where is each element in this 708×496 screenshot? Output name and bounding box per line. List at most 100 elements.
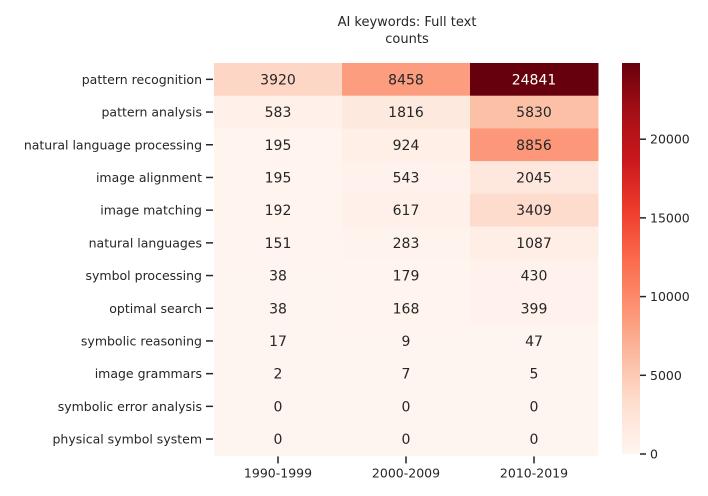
heatmap-cell: [342, 357, 471, 391]
heatmap-cell: [214, 63, 343, 97]
column-labels: 1990-1999 2000-2009 2010-2019: [244, 456, 568, 480]
row-label: image grammars: [95, 366, 202, 381]
heatmap-cell: [342, 422, 471, 456]
heatmap-cell: [214, 422, 343, 456]
heatmap-cell: [214, 357, 343, 391]
cell-value-label: 617: [393, 203, 420, 219]
cell-value-label: 0: [530, 399, 539, 415]
cell-value-label: 1816: [388, 105, 424, 121]
heatmap-cell: [342, 291, 471, 326]
cell-value-label: 5: [530, 367, 539, 383]
heatmap-cell: [342, 63, 471, 97]
cell-value-label: 543: [393, 170, 420, 186]
heatmap-cell: [214, 259, 343, 293]
cell-value-label: 3920: [260, 72, 296, 88]
heatmap-cell: [342, 324, 471, 358]
heatmap-cell: [214, 291, 343, 326]
cell-value-label: 924: [393, 138, 420, 154]
chart-title-line-1: AI keywords: Full text: [338, 15, 477, 30]
cell-value-label: 192: [265, 203, 292, 219]
heatmap-cell: [342, 128, 471, 162]
cell-value-label: 399: [521, 301, 548, 317]
chart-title-line-2: counts: [385, 32, 429, 47]
heatmap-cell: [214, 324, 343, 358]
heatmap-cell: [342, 390, 471, 424]
row-label: natural languages: [89, 235, 202, 250]
heatmap-cell: [470, 357, 599, 391]
cell-value-label: 24841: [512, 72, 557, 88]
cell-value-label: 0: [274, 432, 283, 448]
heatmap-cell: [342, 95, 471, 129]
cell-value-label: 0: [402, 399, 411, 415]
heatmap-cell: [342, 226, 471, 260]
heatmap-cell: [214, 226, 343, 260]
column-label: 2010-2019: [500, 465, 568, 480]
heatmap-cell: [470, 161, 599, 195]
row-label: image alignment: [96, 170, 202, 185]
cell-value-label: 1087: [516, 236, 552, 252]
colorbar-tick-label: 5000: [650, 368, 682, 383]
heatmap-cell: [214, 193, 343, 227]
cell-value-label: 0: [274, 399, 283, 415]
cell-value-label: 179: [393, 269, 420, 285]
row-label: natural language processing: [24, 137, 202, 152]
colorbar-tick-label: 20000: [650, 132, 690, 147]
cell-value-label: 8856: [516, 138, 552, 154]
heatmap-cell: [470, 226, 599, 260]
heatmap-cell: [470, 422, 599, 456]
heatmap-cell: [470, 291, 599, 326]
cell-value-label: 0: [530, 432, 539, 448]
column-label: 2000-2009: [372, 465, 440, 480]
cell-value-label: 195: [265, 170, 292, 186]
heatmap-cell: [342, 193, 471, 227]
heatmap-cell: [342, 161, 471, 195]
cell-value-label: 17: [269, 334, 287, 350]
row-label: pattern recognition: [82, 72, 202, 87]
cell-value-label: 38: [269, 269, 287, 285]
heatmap-cell: [214, 95, 343, 129]
row-labels: pattern recognition pattern analysis natur…: [24, 72, 213, 447]
colorbar-tick-label: 15000: [650, 210, 690, 225]
cell-value-label: 168: [393, 301, 420, 317]
heatmap-cell: [470, 63, 599, 97]
row-label: symbol processing: [86, 268, 202, 283]
row-label: optimal search: [109, 301, 202, 316]
cell-value-label: 8458: [388, 72, 424, 88]
row-label: symbolic reasoning: [81, 333, 202, 348]
cell-value-label: 47: [525, 334, 543, 350]
column-label: 1990-1999: [244, 465, 312, 480]
heatmap-cell: [214, 161, 343, 195]
cell-value-label: 151: [265, 236, 292, 252]
row-label: physical symbol system: [52, 432, 202, 447]
heatmap-cell: [470, 95, 599, 129]
cell-value-label: 283: [393, 236, 420, 252]
cell-value-label: 3409: [516, 203, 552, 219]
row-label: pattern analysis: [101, 105, 202, 120]
cell-value-label: 0: [402, 432, 411, 448]
cell-value-label: 2: [274, 367, 283, 383]
heatmap-cell: [214, 128, 343, 162]
row-label: image matching: [100, 203, 202, 218]
heatmap-cell: [470, 193, 599, 227]
colorbar: 0 5000 10000 15000 20000: [622, 63, 690, 462]
heatmap-cell: [470, 128, 599, 162]
colorbar-tick-label: 0: [650, 447, 658, 462]
colorbar-gradient: [622, 63, 640, 454]
cell-value-label: 2045: [516, 170, 552, 186]
cell-value-label: 38: [269, 301, 287, 317]
heatmap-cell: [470, 259, 599, 293]
row-label: symbolic error analysis: [58, 399, 202, 414]
cell-value-label: 9: [402, 334, 411, 350]
heatmap-cell: [214, 390, 343, 424]
cell-value-label: 430: [521, 269, 548, 285]
heatmap-cell: [342, 259, 471, 293]
heatmap-cell: [470, 324, 599, 358]
cell-value-label: 7: [402, 367, 411, 383]
heatmap-cell: [470, 390, 599, 424]
colorbar-tick-label: 10000: [650, 289, 690, 304]
cell-value-label: 195: [265, 138, 292, 154]
cell-value-label: 5830: [516, 105, 552, 121]
cell-value-label: 583: [265, 105, 292, 121]
